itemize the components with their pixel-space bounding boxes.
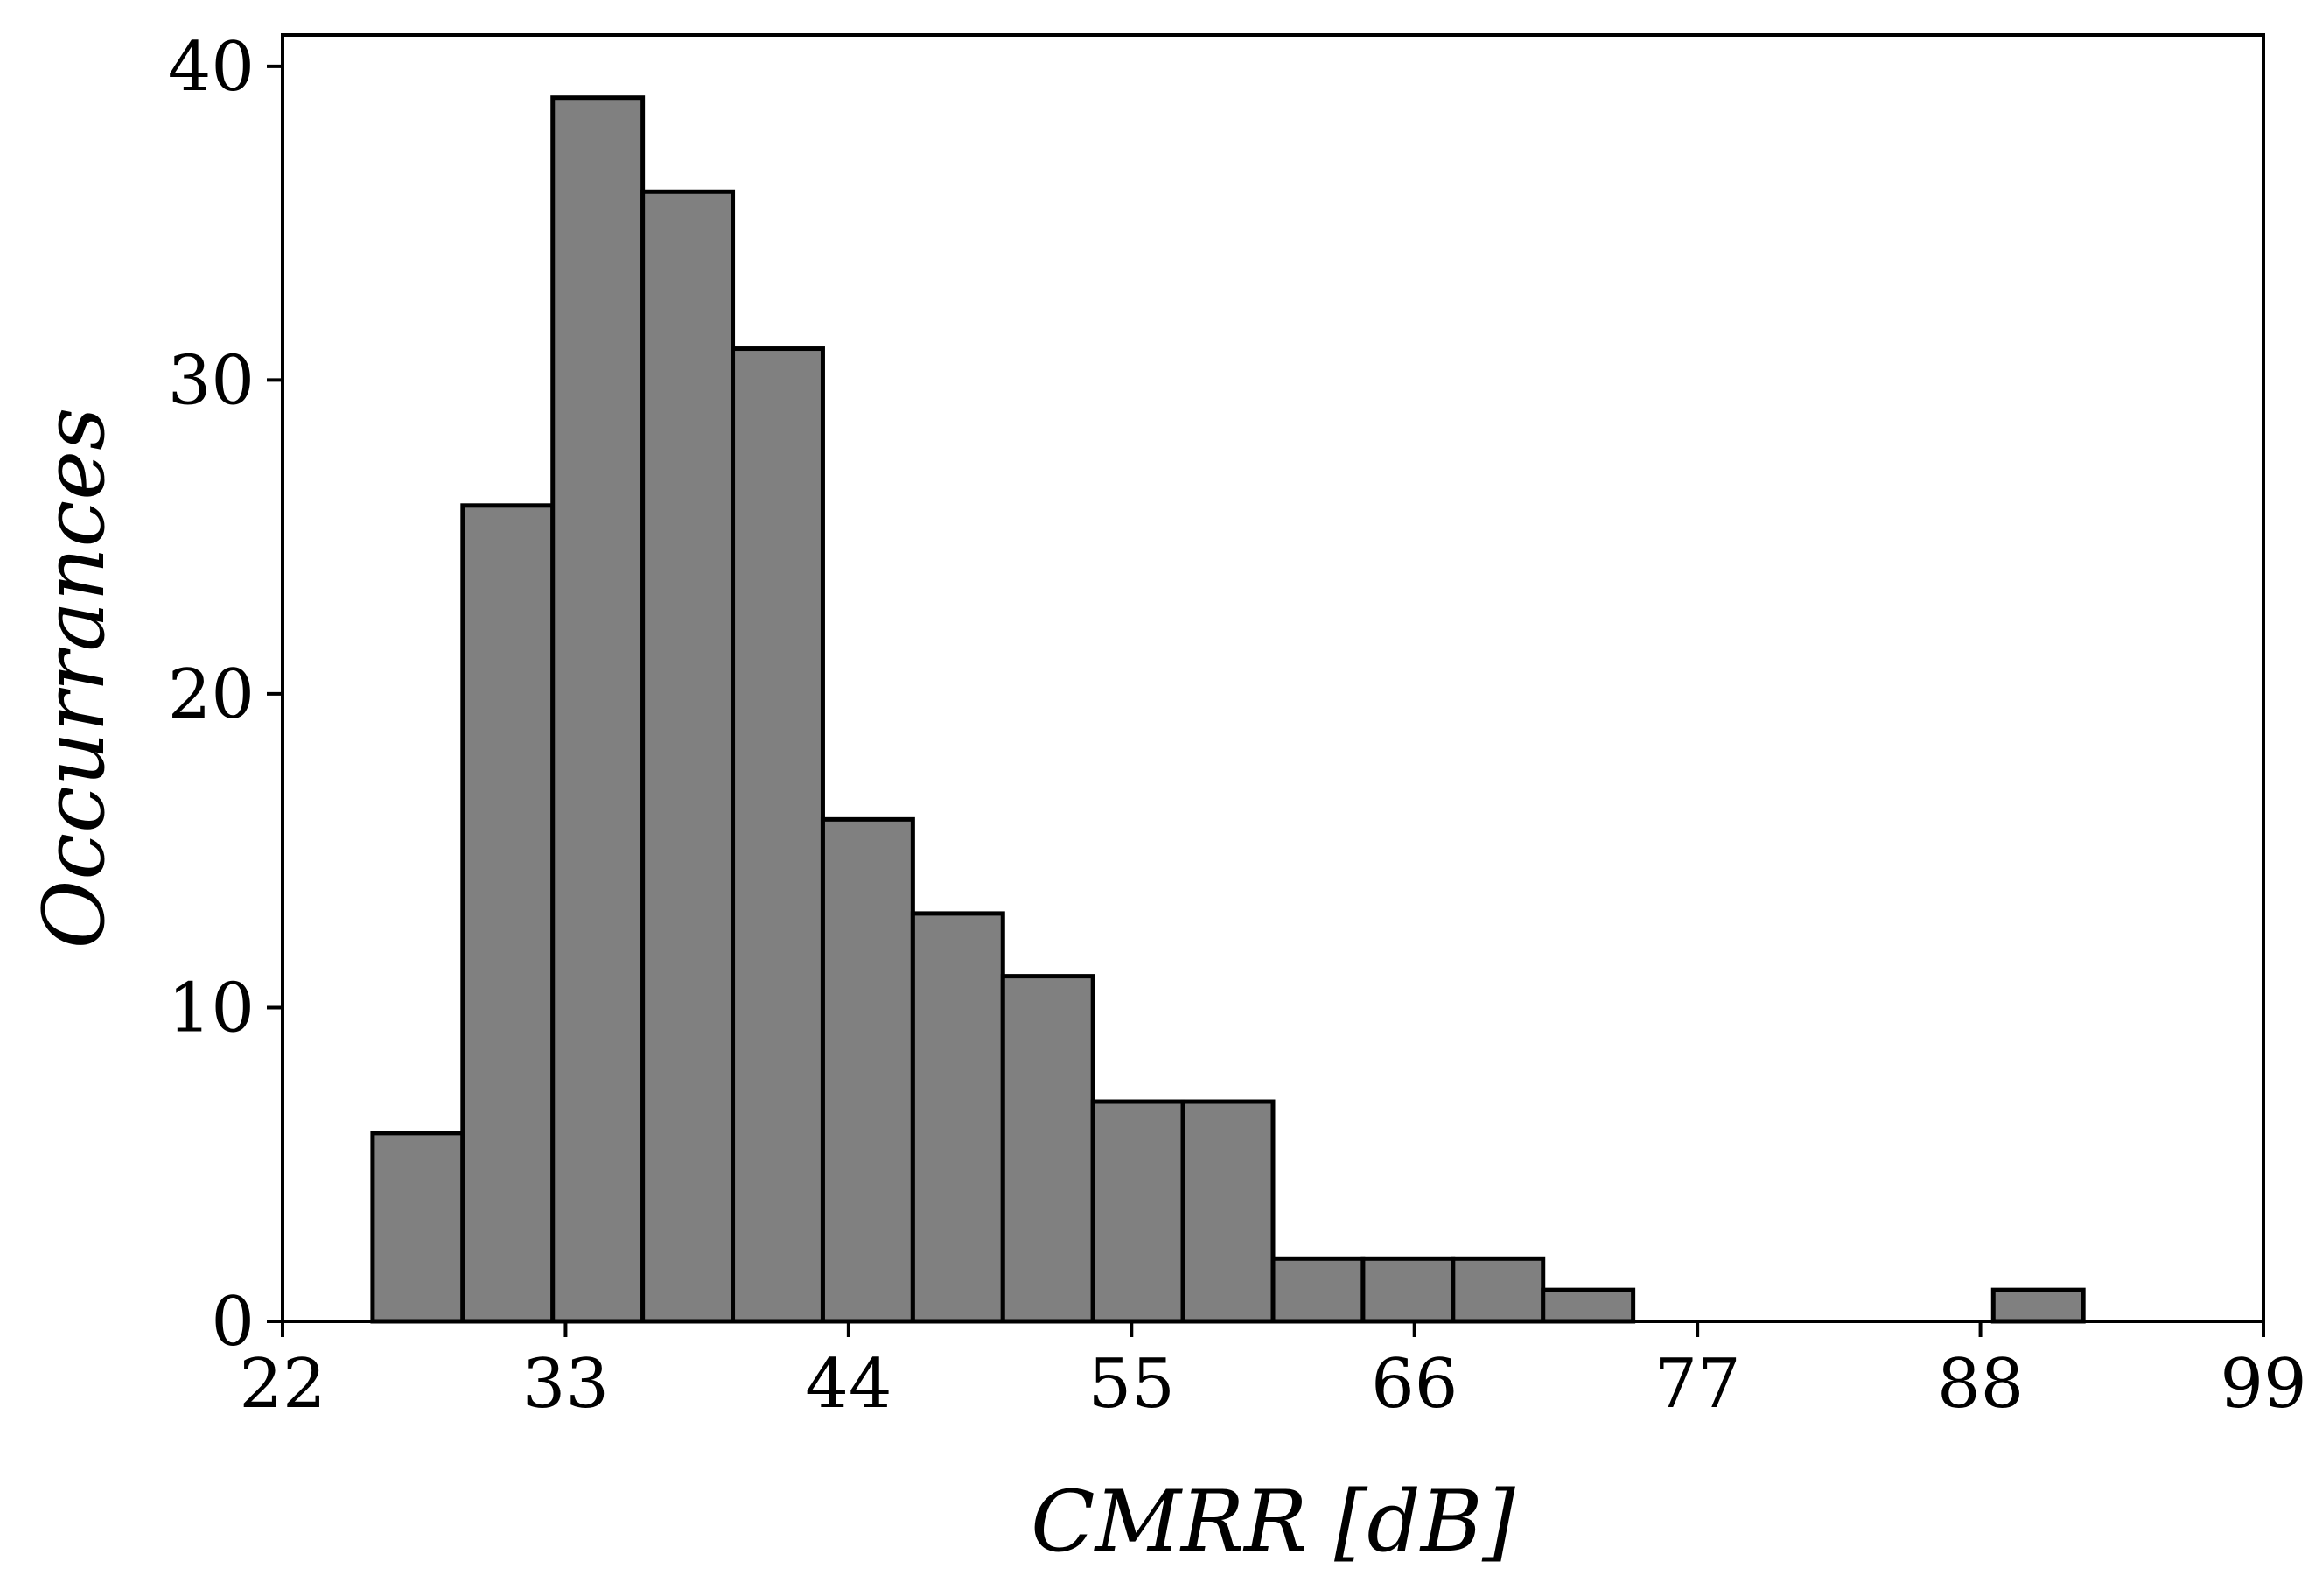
y-tick-label-4: 40: [168, 28, 255, 107]
histogram-bar-1: [460, 503, 556, 1324]
y-tick-label-2: 20: [168, 655, 255, 734]
x-tick-label-1: 33: [522, 1345, 609, 1424]
histogram-bar-0: [370, 1130, 465, 1324]
histogram-bar-4: [731, 346, 825, 1324]
histogram-bar-6: [910, 911, 1005, 1324]
x-axis-title: CMRR [dB]: [1031, 1473, 1515, 1571]
histogram-bar-3: [640, 189, 736, 1324]
ticks-layer: 22 33 44 55 66 77 88 99 0 10 20 30 40: [168, 28, 2307, 1424]
histogram-bar-2: [550, 95, 646, 1324]
x-tick-label-6: 88: [1937, 1345, 2024, 1424]
y-tick-label-3: 30: [168, 341, 255, 420]
histogram-bar-18: [1990, 1287, 2086, 1324]
y-tick-label-1: 10: [168, 969, 255, 1047]
histogram-bar-12: [1451, 1256, 1546, 1324]
histogram-bar-5: [820, 816, 915, 1324]
x-tick-label-4: 66: [1371, 1345, 1458, 1424]
x-tick-label-7: 99: [2220, 1345, 2306, 1424]
histogram-bar-11: [1360, 1256, 1456, 1324]
plot-frame: [281, 33, 2265, 1323]
y-tick-label-0: 0: [211, 1283, 255, 1362]
x-tick-label-5: 77: [1654, 1345, 1741, 1424]
x-tick-label-3: 55: [1088, 1345, 1175, 1424]
y-axis-title: Occurrances: [25, 408, 123, 949]
histogram-bar-8: [1090, 1099, 1185, 1324]
histogram-bar-7: [1000, 974, 1095, 1324]
x-tick-label-2: 44: [805, 1345, 892, 1424]
histogram-bar-13: [1541, 1287, 1636, 1324]
histogram-bar-10: [1270, 1256, 1366, 1324]
histogram-bar-9: [1180, 1099, 1276, 1324]
x-tick-label-0: 22: [239, 1345, 325, 1424]
bars-layer: [370, 95, 2086, 1324]
